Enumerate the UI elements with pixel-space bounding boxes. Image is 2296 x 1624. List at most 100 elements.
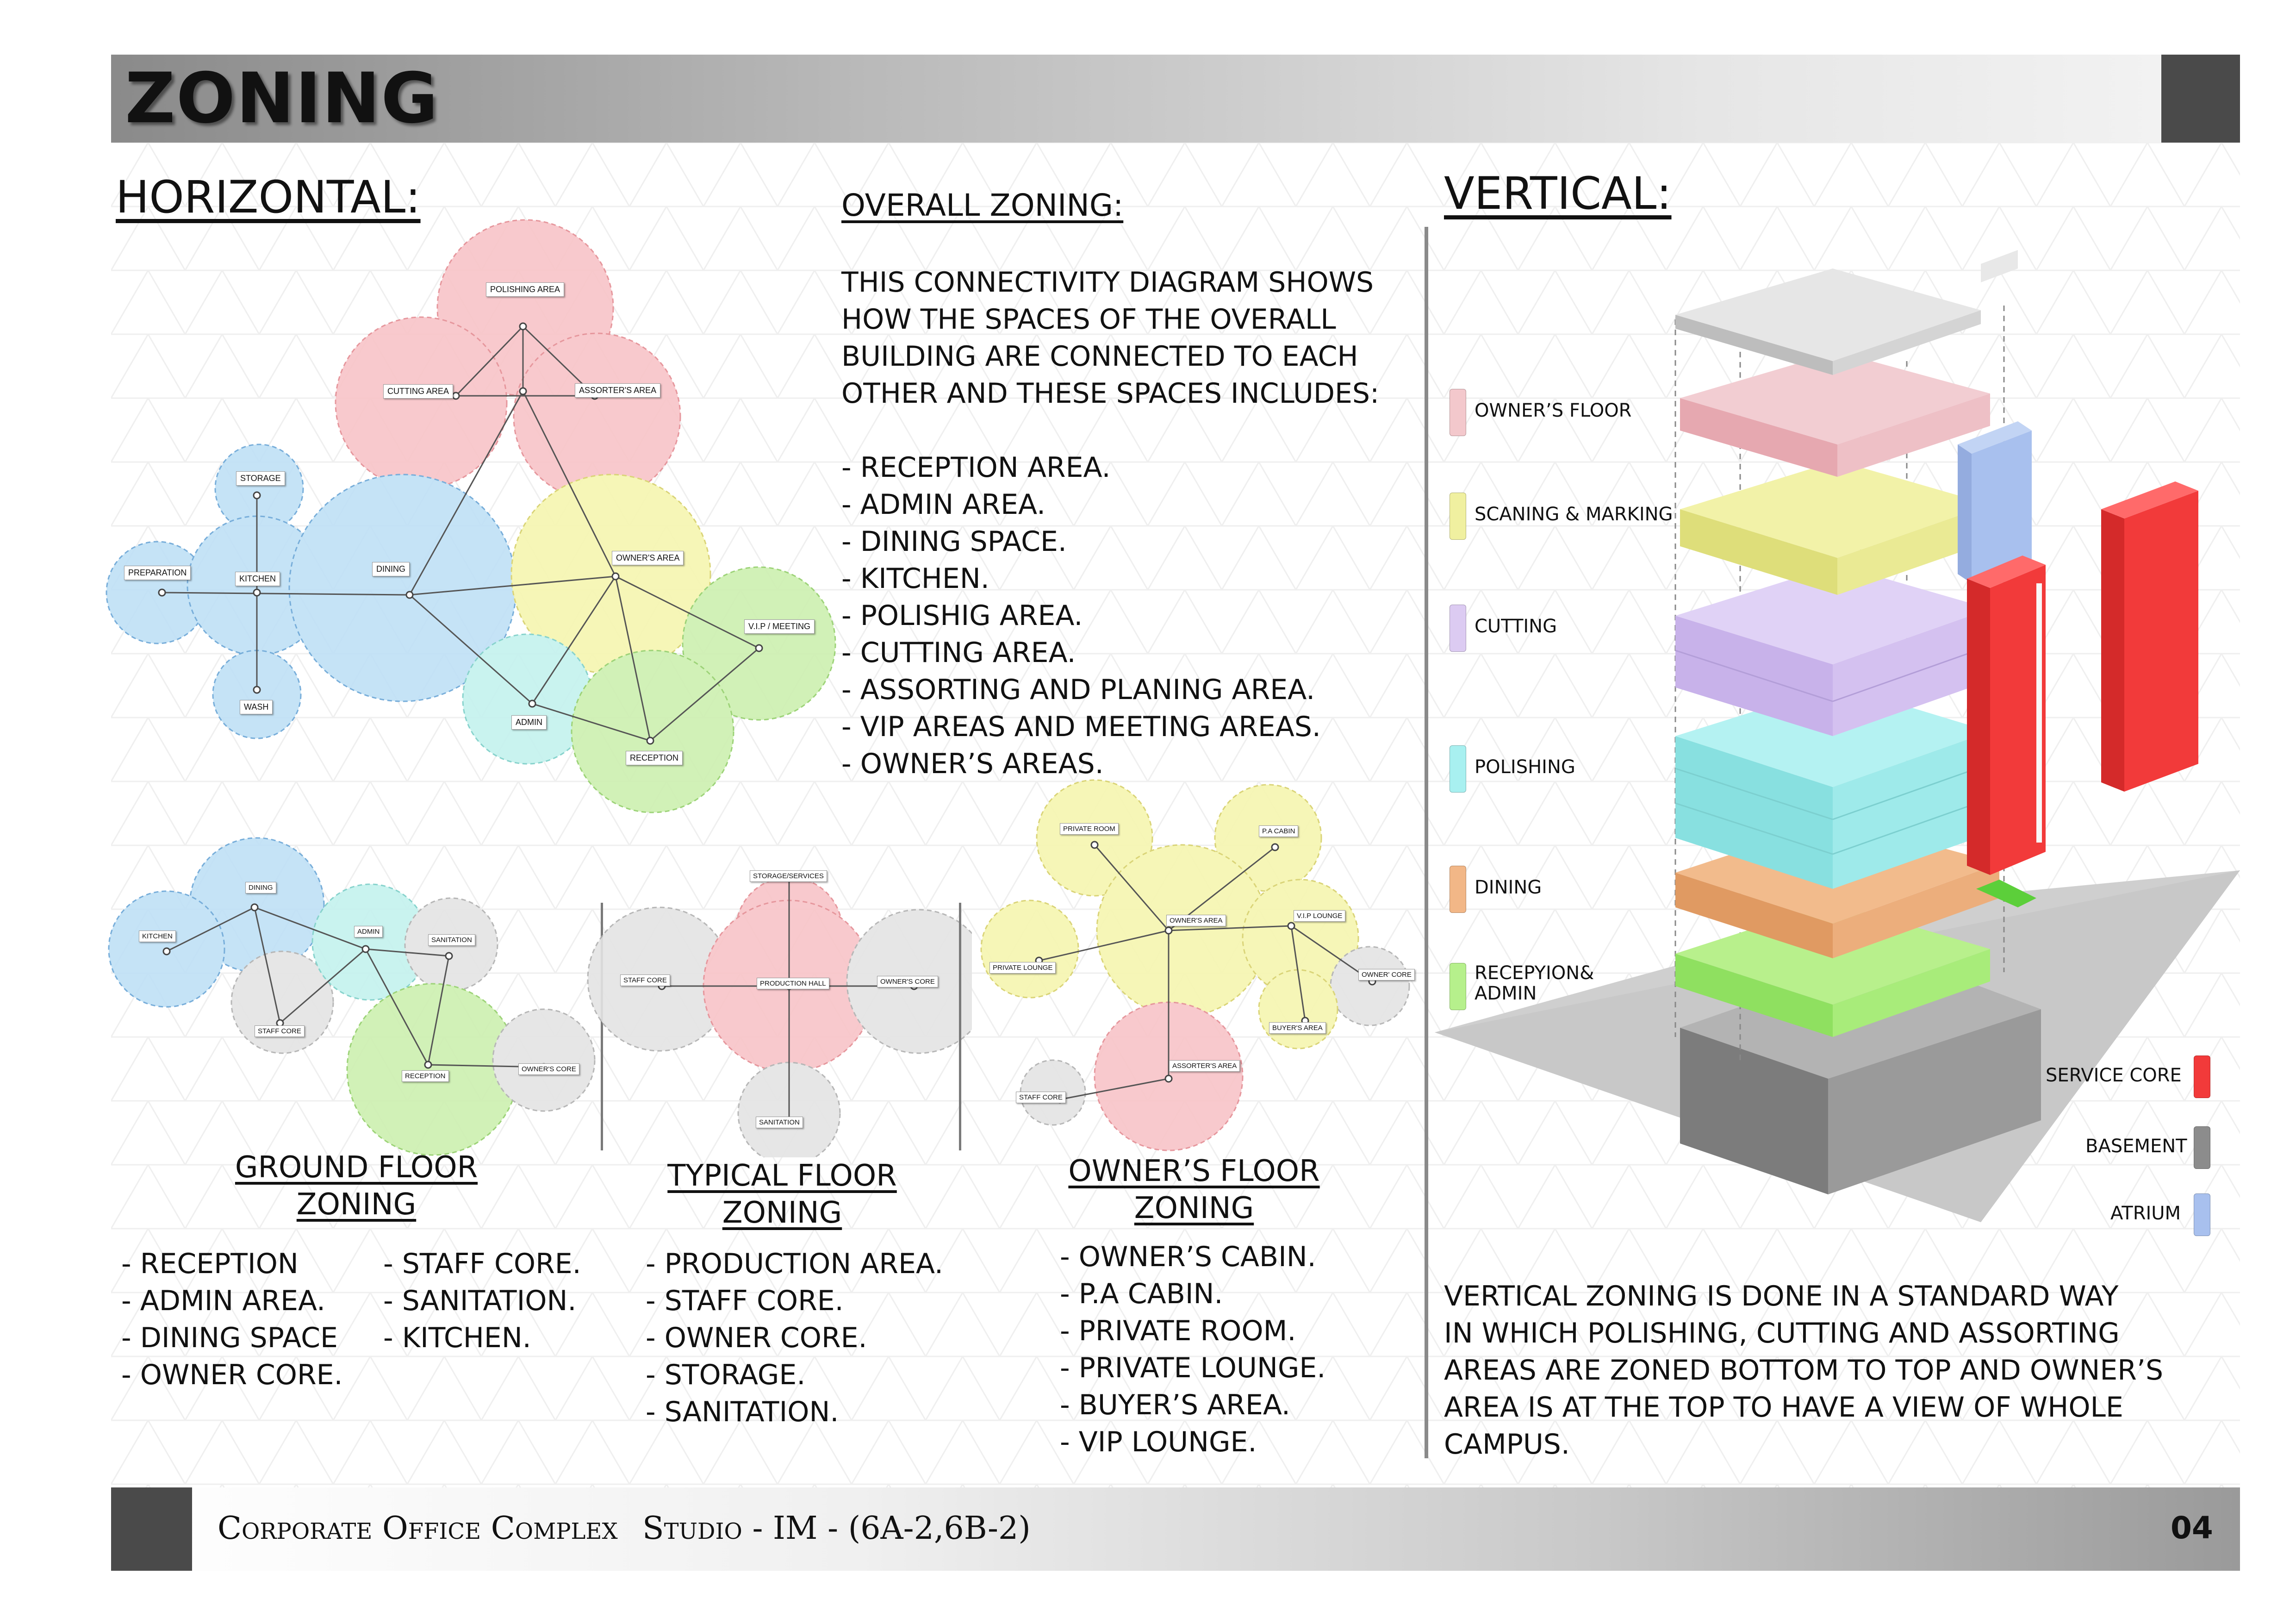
legend-label-dining: DINING: [1475, 877, 1542, 898]
typical-floor-list: - PRODUCTION AREA. - STAFF CORE. - OWNER…: [646, 1245, 943, 1430]
typical-label-storage: STORAGE/SERVICES: [750, 870, 827, 882]
list-item: - OWNER’S AREAS.: [841, 748, 1104, 780]
owners-label-buyers-area: BUYER'S AREA: [1269, 1022, 1326, 1034]
ground-floor-list-col1: - RECEPTION - ADMIN AREA. - DINING SPACE…: [121, 1245, 343, 1393]
title-line: ZONING: [1134, 1191, 1254, 1225]
legend-label-polishing: POLISHING: [1475, 756, 1575, 778]
list-item: - RECEPTION AREA.: [841, 451, 1111, 484]
legend-label-basement: BASEMENT: [2085, 1136, 2187, 1157]
title-line: ZONING: [296, 1187, 417, 1222]
title-line: GROUND FLOOR: [235, 1150, 478, 1185]
ground-label-staff-core: STAFF CORE: [255, 1025, 305, 1037]
owners-label-owners-area: OWNER'S AREA: [1166, 915, 1226, 926]
owners-label-vip-lounge: V.I.P LOUNGE: [1294, 910, 1346, 922]
diagram-label-owners: OWNER'S AREA: [612, 551, 684, 565]
list-item: - BUYER’S AREA.: [1060, 1389, 1290, 1421]
typical-label-owners-core: OWNER'S CORE: [877, 976, 938, 987]
legend-swatch-atrium: [2194, 1193, 2210, 1236]
overall-zoning-title: OVERALL ZONING:: [841, 187, 1124, 223]
overall-zoning-paragraph: THIS CONNECTIVITY DIAGRAM SHOWS HOW THE …: [841, 266, 1380, 410]
overall-connectivity-diagram: [106, 219, 836, 813]
diagram-label-admin: ADMIN: [511, 715, 547, 730]
footer-studio: Studio - IM - (6A-2,6B-2): [642, 1510, 1031, 1547]
owners-label-private-lounge: PRIVATE LOUNGE: [989, 962, 1056, 974]
list-item: - PRIVATE LOUNGE.: [1060, 1352, 1326, 1384]
footer-square: [111, 1487, 192, 1571]
typical-label-sanitation: SANITATION: [756, 1117, 803, 1128]
list-item: - SANITATION.: [646, 1396, 839, 1428]
storage-zone-circle: [214, 443, 304, 533]
list-item: - KITCHEN.: [383, 1322, 531, 1354]
list-item: - CUTTING AREA.: [841, 637, 1076, 669]
list-item: - P.A CABIN.: [1060, 1278, 1223, 1310]
list-item: - STORAGE.: [646, 1359, 806, 1391]
list-item: - OWNER CORE.: [646, 1322, 867, 1354]
header-square: [2161, 55, 2240, 143]
legend-swatch-service-core: [2194, 1056, 2210, 1098]
footer-project-name: Corporate Office Complex: [218, 1510, 618, 1547]
title-line: TYPICAL FLOOR: [667, 1159, 897, 1193]
ground-label-kitchen: KITCHEN: [139, 931, 176, 942]
ground-floor-list-col2: - STAFF CORE. - SANITATION. - KITCHEN.: [383, 1245, 581, 1356]
divider: [601, 903, 603, 1150]
list-item: - SANITATION.: [383, 1285, 577, 1317]
vip-zone-circle: [682, 566, 836, 721]
page-number: 04: [2171, 1510, 2213, 1546]
overall-zoning-list: - RECEPTION AREA. - ADMIN AREA. - DINING…: [841, 449, 1321, 782]
list-item: - STAFF CORE.: [383, 1248, 581, 1280]
list-item: - OWNER CORE.: [121, 1359, 343, 1391]
list-item: - ADMIN AREA.: [841, 488, 1046, 521]
diagram-label-cutting: CUTTING AREA: [383, 384, 454, 399]
vertical-heading: VERTICAL:: [1444, 168, 1672, 219]
legend-swatch-scanning: [1450, 493, 1466, 540]
ground-label-owners-core: OWNER'S CORE: [518, 1063, 579, 1075]
owners-label-private-room: PRIVATE ROOM: [1060, 823, 1119, 835]
diagram-label-vip: V.I.P / MEETING: [744, 619, 815, 634]
list-item: - STAFF CORE.: [646, 1285, 844, 1317]
owners-label-assorters-area: ASSORTER'S AREA: [1169, 1060, 1240, 1072]
title-line: OWNER’S FLOOR: [1068, 1154, 1320, 1188]
list-item: - VIP AREAS AND MEETING AREAS.: [841, 711, 1321, 743]
footer-bar: [111, 1487, 2240, 1571]
diagram-label-dining: DINING: [372, 562, 410, 576]
list-item: - DINING SPACE.: [841, 525, 1067, 558]
vertical-zoning-paragraph: VERTICAL ZONING IS DONE IN A STANDARD WA…: [1444, 1280, 2164, 1461]
list-item: - ASSORTING AND PLANING AREA.: [841, 674, 1315, 706]
legend-label-atrium: ATRIUM: [2110, 1203, 2181, 1224]
diagram-label-polishing: POLISHING AREA: [486, 282, 565, 297]
owners-floor-title: OWNER’S FLOOR ZONING: [1041, 1153, 1347, 1227]
legend-label-cutting: CUTTING: [1475, 616, 1557, 637]
legend-swatch-reception-admin: [1450, 963, 1466, 1010]
list-item: - ADMIN AREA.: [121, 1285, 326, 1317]
ground-label-admin: ADMIN: [354, 926, 383, 937]
legend-swatch-owners-floor: [1450, 389, 1466, 436]
list-item: - DINING SPACE: [121, 1322, 338, 1354]
list-item: - RECEPTION: [121, 1248, 299, 1280]
ground-label-reception: RECEPTION: [402, 1070, 449, 1082]
ground-label-sanitation: SANITATION: [428, 934, 475, 946]
ground-floor-diagram: [108, 837, 596, 1156]
reception-zone-circle: [571, 650, 734, 813]
owners-label-staff-core: STAFF CORE: [1016, 1092, 1066, 1103]
legend-swatch-basement: [2194, 1126, 2210, 1169]
legend-label-owners-floor: OWNER’S FLOOR: [1475, 400, 1632, 421]
legend-label-reception-admin: RECEPYION& ADMIN: [1475, 962, 1594, 1004]
legend-swatch-dining: [1450, 866, 1466, 913]
vertical-zoning-building-3d: [1435, 250, 2240, 1222]
typical-label-production: PRODUCTION HALL: [757, 978, 829, 989]
list-item: - VIP LOUNGE.: [1060, 1426, 1257, 1458]
diagram-label-assorter: ASSORTER'S AREA: [575, 383, 661, 398]
list-item: - PRIVATE ROOM.: [1060, 1315, 1296, 1347]
header-bar: [111, 55, 2240, 143]
list-item: - OWNER’S CABIN.: [1060, 1241, 1316, 1273]
owners-label-pa-cabin: P.A CABIN: [1259, 825, 1299, 837]
diagram-label-kitchen: KITCHEN: [235, 572, 280, 586]
diagram-label-reception: RECEPTION: [626, 751, 683, 765]
diagram-label-storage: STORAGE: [236, 471, 285, 486]
owners-floor-diagram: [980, 779, 1410, 1151]
typical-floor-title: TYPICAL FLOOR ZONING: [629, 1157, 935, 1231]
legend-label-service-core: SERVICE CORE: [2046, 1065, 2182, 1086]
legend-swatch-polishing: [1450, 745, 1466, 793]
list-item: - PRODUCTION AREA.: [646, 1248, 944, 1280]
divider: [959, 903, 961, 1150]
